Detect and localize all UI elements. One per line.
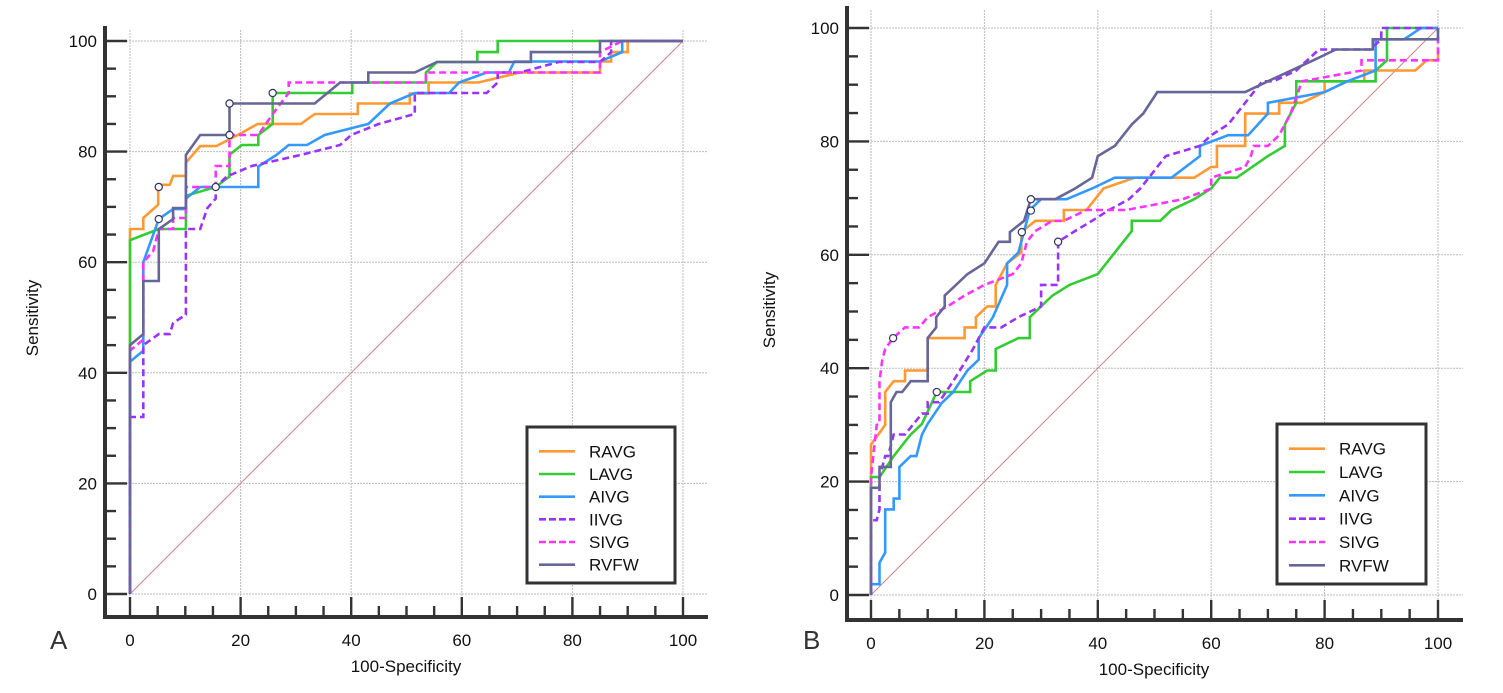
panel-a-x-tick-label-40: 40 <box>342 631 361 650</box>
panel-b-y-tick-label-100: 100 <box>811 19 839 38</box>
panel-b-x-tick-label-60: 60 <box>1202 634 1221 653</box>
panel-b-curve-aivg <box>869 26 1438 595</box>
panel-a-cutoff-marker-iivg <box>211 182 220 192</box>
panel-a-legend-label-lavg: LAVG <box>589 465 633 484</box>
panel-a-axes <box>103 26 708 619</box>
panel-b-x-axis-title: 100-Specificity <box>1099 660 1210 679</box>
panel-a-y-tick-label-100: 100 <box>69 32 97 51</box>
panel-b-cutoff-marker-rvfw <box>1026 195 1036 204</box>
panel-a-x-tick-label-80: 80 <box>563 631 582 650</box>
panel-a-curve-iivg <box>128 39 683 594</box>
panel-b-y-tick-label-40: 40 <box>820 359 839 378</box>
panel-a-y-tick-label-40: 40 <box>78 364 97 383</box>
panel-b-x-tick-label-40: 40 <box>1088 634 1107 653</box>
panel-a-y-tick-label-0: 0 <box>88 585 97 604</box>
panel-a-curve-sivg <box>128 39 683 594</box>
panel-b-y-tick-label-20: 20 <box>820 473 839 492</box>
panel-b-x-tick-label-100: 100 <box>1424 634 1452 653</box>
panel-a-legend-label-iivg: IIVG <box>589 510 623 529</box>
panel-a-legend-box <box>525 425 677 585</box>
panel-b-cutoff-marker-aivg <box>1026 206 1036 215</box>
panel-a-x-tick-labels: 0 20 40 60 80 100 <box>125 631 697 650</box>
panel-b-cutoff-marker-sivg <box>888 333 898 343</box>
panel-b-y-tick-label-0: 0 <box>830 586 839 605</box>
panel-b-cutoff-marker-ravg <box>1017 227 1027 237</box>
panel-b-legend: RAVG LAVG AIVG IIVG SIVG RVFW <box>1275 422 1428 586</box>
panel-b-y-axis-title: Sensitivity <box>760 271 779 348</box>
panel-b-label: B <box>803 625 820 655</box>
panel-b-legend-label-sivg: SIVG <box>1339 533 1380 552</box>
panel-a-cutoff-marker-rvfw <box>225 99 234 108</box>
panel-a-cutoff-marker-sivg <box>225 130 234 140</box>
panel-a-legend-label-rvfw: RVFW <box>589 556 639 575</box>
panel-b-y-tick-label-80: 80 <box>820 132 839 151</box>
panel-b-curve-sivg <box>869 28 1440 595</box>
panel-a-label: A <box>50 625 68 655</box>
panel-b-cutoff-marker-lavg <box>932 387 941 397</box>
panel-a-legend-label-ravg: RAVG <box>589 442 636 461</box>
panel-a-y-axis-title: Sensitivity <box>23 279 42 356</box>
panel-b-axes <box>845 6 1463 622</box>
panel-a-y-tick-label-80: 80 <box>78 143 97 162</box>
panel-b-curve-rvfw <box>869 28 1440 595</box>
panel-b-y-tick-label-60: 60 <box>820 246 839 265</box>
panel-b-legend-label-ravg: RAVG <box>1339 440 1386 459</box>
panel-a-legend: RAVG LAVG AIVG IIVG SIVG RVFW <box>525 425 677 585</box>
panel-b-x-tick-label-0: 0 <box>866 634 875 653</box>
panel-a: 0 20 40 60 80 100 0 20 40 60 80 100 100-Specificit… <box>23 26 708 676</box>
panel-a-x-tick-label-60: 60 <box>452 631 471 650</box>
panel-a-legend-label-aivg: AIVG <box>589 488 630 507</box>
panel-b-legend-box <box>1275 422 1428 586</box>
panel-a-y-tick-label-60: 60 <box>78 253 97 272</box>
panel-a-x-axis-title: 100-Specificity <box>351 657 462 676</box>
panel-a-legend-label-sivg: SIVG <box>589 533 630 552</box>
panel-b-curves <box>869 26 1440 595</box>
panel-b-cutoff-marker-iivg <box>1053 237 1063 246</box>
panel-a-x-tick-label-20: 20 <box>231 631 250 650</box>
panel-a-curve-lavg <box>128 39 683 594</box>
panel-a-x-tick-label-0: 0 <box>125 631 134 650</box>
panel-a-y-tick-label-20: 20 <box>78 474 97 493</box>
panel-a-x-tick-label-100: 100 <box>669 631 697 650</box>
panel-b-x-tick-label-20: 20 <box>975 634 994 653</box>
panel-a-reference-line <box>129 40 684 595</box>
panel-a-y-tick-labels: 0 20 40 60 80 100 <box>69 32 97 604</box>
panel-b-legend-label-aivg: AIVG <box>1339 486 1380 505</box>
panel-b-legend-label-lavg: LAVG <box>1339 463 1383 482</box>
panel-b-legend-label-iivg: IIVG <box>1339 510 1373 529</box>
panel-a-markers <box>154 88 277 224</box>
panel-b-markers <box>888 195 1063 397</box>
panel-a-cutoff-marker-lavg <box>268 88 277 98</box>
panel-a-cutoff-marker-aivg <box>154 214 163 224</box>
panel-b-y-tick-labels: 0 20 40 60 80 100 <box>811 19 839 605</box>
panel-b: 0 20 40 60 80 100 0 20 40 60 80 100 100-Specificit… <box>760 6 1463 679</box>
panel-b-reference-line <box>870 27 1439 596</box>
panel-b-x-tick-label-80: 80 <box>1315 634 1334 653</box>
panel-a-cutoff-marker-ravg <box>154 182 163 192</box>
panel-b-legend-label-rvfw: RVFW <box>1339 556 1389 575</box>
panel-b-x-tick-labels: 0 20 40 60 80 100 <box>866 634 1452 653</box>
